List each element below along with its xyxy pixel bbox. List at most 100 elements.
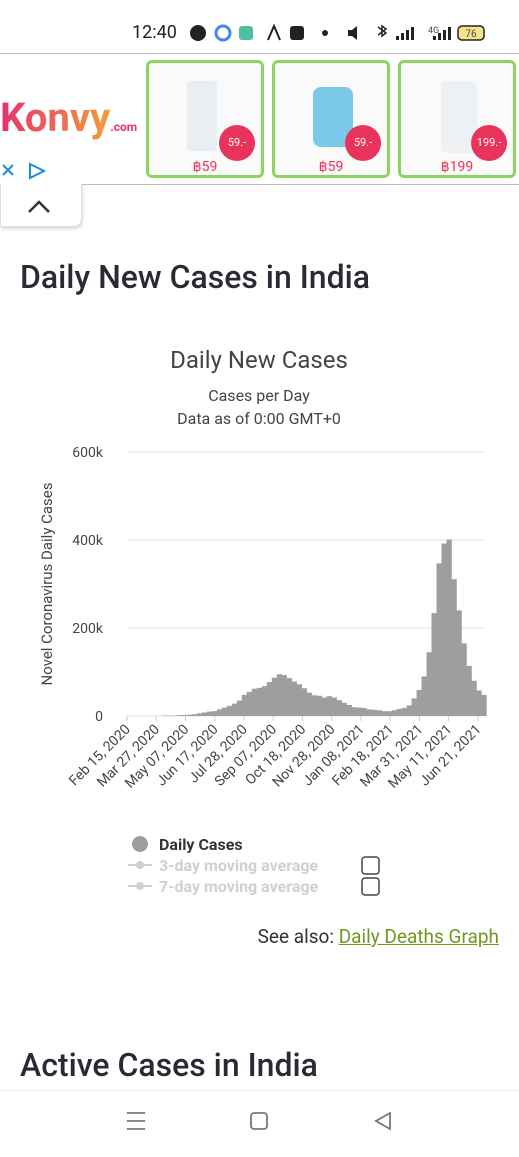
bar: [187, 715, 192, 716]
product-price: ฿199: [401, 159, 513, 175]
chevron: [29, 202, 49, 212]
ad-banner[interactable]: Konvy.com 59.-฿59 59.-฿59 199.-฿199: [0, 53, 519, 185]
close-icon[interactable]: [3, 165, 13, 175]
legend-label: Daily Cases: [159, 835, 243, 854]
y-tick-label: 200k: [72, 621, 104, 637]
menu-button[interactable]: [127, 1113, 145, 1129]
bar: [292, 682, 297, 716]
bar: [267, 682, 272, 716]
bar: [322, 698, 327, 716]
chart-subtitle: Cases per Day: [208, 386, 310, 405]
bar: [312, 695, 317, 716]
bar: [441, 544, 446, 716]
bar: [342, 703, 347, 716]
bar: [257, 688, 262, 716]
chart-title: Daily New Cases: [170, 346, 348, 374]
bar: [422, 676, 427, 716]
bar: [412, 698, 417, 716]
bar: [192, 714, 197, 716]
bar: [392, 710, 397, 716]
bar: [252, 689, 257, 716]
legend-marker: [136, 882, 144, 890]
back-button[interactable]: [376, 1113, 390, 1129]
app-icon: [190, 25, 206, 41]
app-icon: [239, 26, 253, 40]
chart: Daily New Cases Cases per Day Data as of…: [0, 340, 519, 900]
legend-label: 7-day moving average: [159, 877, 319, 896]
toggle-checkbox[interactable]: [362, 878, 379, 895]
bar: [277, 674, 282, 716]
chevron-up[interactable]: [1, 184, 81, 226]
bar: [262, 686, 267, 716]
y-tick-label: 400k: [72, 533, 104, 549]
section-heading: Active Cases in India: [20, 1046, 318, 1084]
bar: [297, 684, 302, 716]
brand-name: Konvy: [0, 94, 110, 141]
bar: [182, 715, 187, 716]
bar: [427, 652, 432, 716]
bar: [237, 701, 242, 716]
bar: [357, 708, 362, 716]
product-image: [187, 81, 217, 151]
nav-bar: [0, 1090, 519, 1153]
y-tick-label: 600k: [72, 445, 104, 461]
section-heading: Daily New Cases in India: [20, 258, 370, 296]
collapse-tab[interactable]: [0, 184, 82, 227]
bar: [456, 610, 461, 716]
bar: [197, 713, 202, 716]
bar: [177, 715, 182, 716]
bar: [217, 709, 222, 716]
bar: [317, 696, 322, 716]
bar: [437, 563, 442, 716]
bar: [202, 712, 207, 716]
legend-label: 3-day moving average: [159, 856, 319, 875]
bar: [466, 666, 471, 716]
dot: [322, 30, 328, 36]
price-badge: 59.-: [345, 125, 381, 161]
deaths-link[interactable]: Daily Deaths Graph: [339, 925, 499, 948]
bar: [476, 690, 481, 716]
bar: [387, 711, 392, 716]
home-button[interactable]: [251, 1113, 267, 1129]
app-icon: [268, 26, 280, 40]
ad-product[interactable]: 199.-฿199: [398, 60, 516, 178]
bar: [227, 706, 232, 716]
bar: [332, 698, 337, 716]
product-price: ฿59: [275, 159, 387, 175]
bar: [287, 678, 292, 716]
ad-controls[interactable]: [0, 162, 50, 182]
clock: 12:40: [132, 22, 177, 43]
price-badge: 199.-: [471, 125, 507, 161]
bar: [362, 708, 367, 716]
bar: [337, 700, 342, 716]
bar: [207, 712, 212, 716]
bluetooth-icon: [378, 26, 386, 36]
y-axis-label: Novel Coronavirus Daily Cases: [38, 483, 56, 686]
bar: [242, 695, 247, 716]
nav-buttons: [0, 1091, 519, 1153]
bar: [247, 692, 252, 716]
price-badge: 59.-: [219, 125, 255, 161]
bar: [372, 710, 377, 716]
see-also: See also: Daily Deaths Graph: [258, 925, 499, 948]
status-icons: 4G 76: [188, 24, 498, 46]
legend: Daily Cases 3-day moving average 7-day mov…: [128, 832, 388, 902]
toggle-checkbox[interactable]: [362, 857, 379, 874]
legend-marker: [132, 836, 148, 852]
bar: [407, 705, 412, 716]
ad-brand: Konvy.com: [0, 94, 137, 141]
bar: [272, 678, 277, 716]
bar: [352, 707, 357, 716]
mute-icon: [348, 26, 357, 40]
see-also-label: See also:: [258, 925, 334, 948]
adchoices-icon[interactable]: [30, 164, 44, 178]
bar: [382, 711, 387, 716]
chart-note: Data as of 0:00 GMT+0: [177, 409, 341, 428]
bar: [461, 643, 466, 716]
ad-product[interactable]: 59.-฿59: [146, 60, 264, 178]
bar: [432, 613, 437, 716]
battery-level: 76: [465, 29, 477, 40]
app-icon: [216, 26, 230, 40]
legend-marker: [136, 861, 144, 869]
ad-product[interactable]: 59.-฿59: [272, 60, 390, 178]
